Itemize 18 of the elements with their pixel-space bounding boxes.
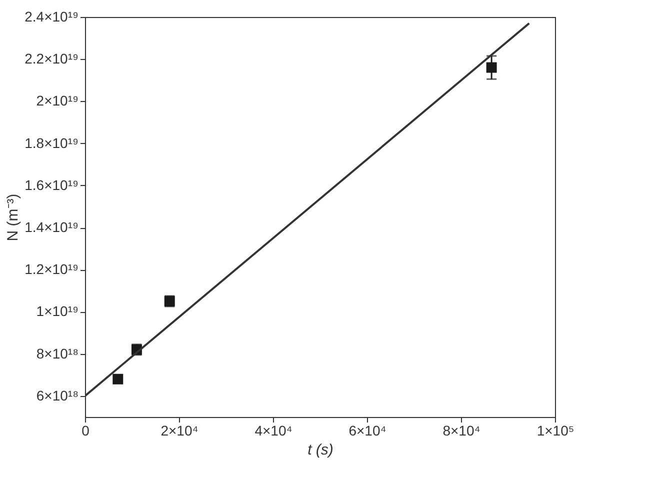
y-tick-label: 1.4×10¹⁹ [24, 219, 78, 236]
x-axis-title: t (s) [308, 442, 334, 458]
y-tick-label: 1.6×10¹⁹ [24, 176, 78, 193]
y-tick-label: 8×10¹⁸ [36, 345, 79, 362]
x-tick-label: 0 [82, 422, 90, 438]
x-tick-label: 4×10⁴ [254, 422, 292, 438]
y-tick-label: 2.2×10¹⁹ [24, 50, 78, 67]
x-tick-label: 8×10⁴ [442, 422, 480, 438]
y-tick-label: 1×10¹⁹ [36, 303, 78, 320]
y-tick-label: 6×10¹⁸ [36, 387, 79, 404]
y-tick-label: 1.2×10¹⁹ [24, 261, 78, 278]
y-axis-title: N (m⁻³) [4, 194, 22, 242]
x-tick-label: 2×10⁴ [160, 422, 198, 438]
x-tick-label: 6×10⁴ [348, 422, 386, 438]
y-tick-label: 2.4×10¹⁹ [24, 8, 78, 24]
y-tick-label: 2×10¹⁹ [36, 92, 78, 109]
x-tick-label: 1×10⁵ [536, 422, 574, 438]
y-tick-label: 1.8×10¹⁹ [24, 134, 78, 151]
